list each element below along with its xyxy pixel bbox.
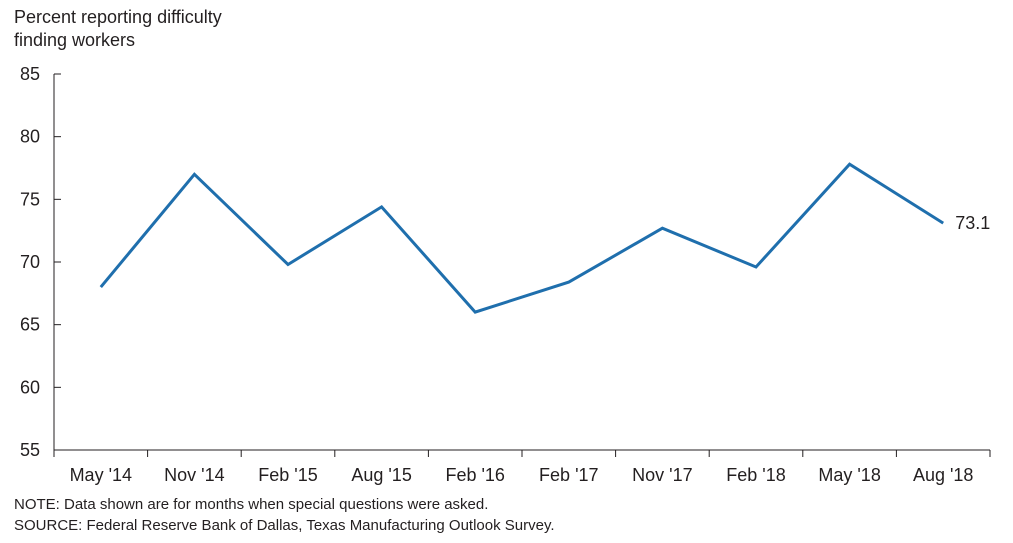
source-text: SOURCE: Federal Reserve Bank of Dallas, … [14,517,555,534]
y-tick-label: 75 [20,189,40,209]
x-tick-label: Feb '15 [258,465,317,485]
series-line [99,162,944,314]
y-tick-label: 85 [20,64,40,84]
y-axis-title-line2: finding workers [14,30,136,50]
y-tick-label: 60 [20,377,40,397]
axes [53,73,991,457]
x-tick-label: Feb '17 [539,465,598,485]
y-axis-title-line1: Percent reporting difficulty [14,7,222,27]
y-axis-title: Percent reporting difficulty finding wor… [14,6,222,52]
y-tick-label: 65 [20,315,40,335]
series-group [99,162,944,314]
x-tick-label: Nov '17 [632,465,692,485]
x-tick-label: Aug '18 [913,465,974,485]
x-tick-label: Feb '18 [726,465,785,485]
x-tick-label: Aug '15 [351,465,412,485]
note-text: NOTE: Data shown are for months when spe… [14,496,489,513]
x-tick-label: Nov '14 [164,465,224,485]
y-tick-label: 80 [20,127,40,147]
x-tick-label: Feb '16 [445,465,504,485]
tick-labels: 55 60 65 70 75 80 85 May '14 Nov '14 Feb '15 Aug '… [20,64,973,485]
chart-notes: NOTE: Data shown are for months when spe… [14,494,555,536]
y-tick-label: 55 [20,440,40,460]
x-tick-label: May '18 [818,465,880,485]
x-tick-label: May '14 [70,465,132,485]
end-value-label: 73.1 [955,213,990,233]
y-tick-label: 70 [20,252,40,272]
